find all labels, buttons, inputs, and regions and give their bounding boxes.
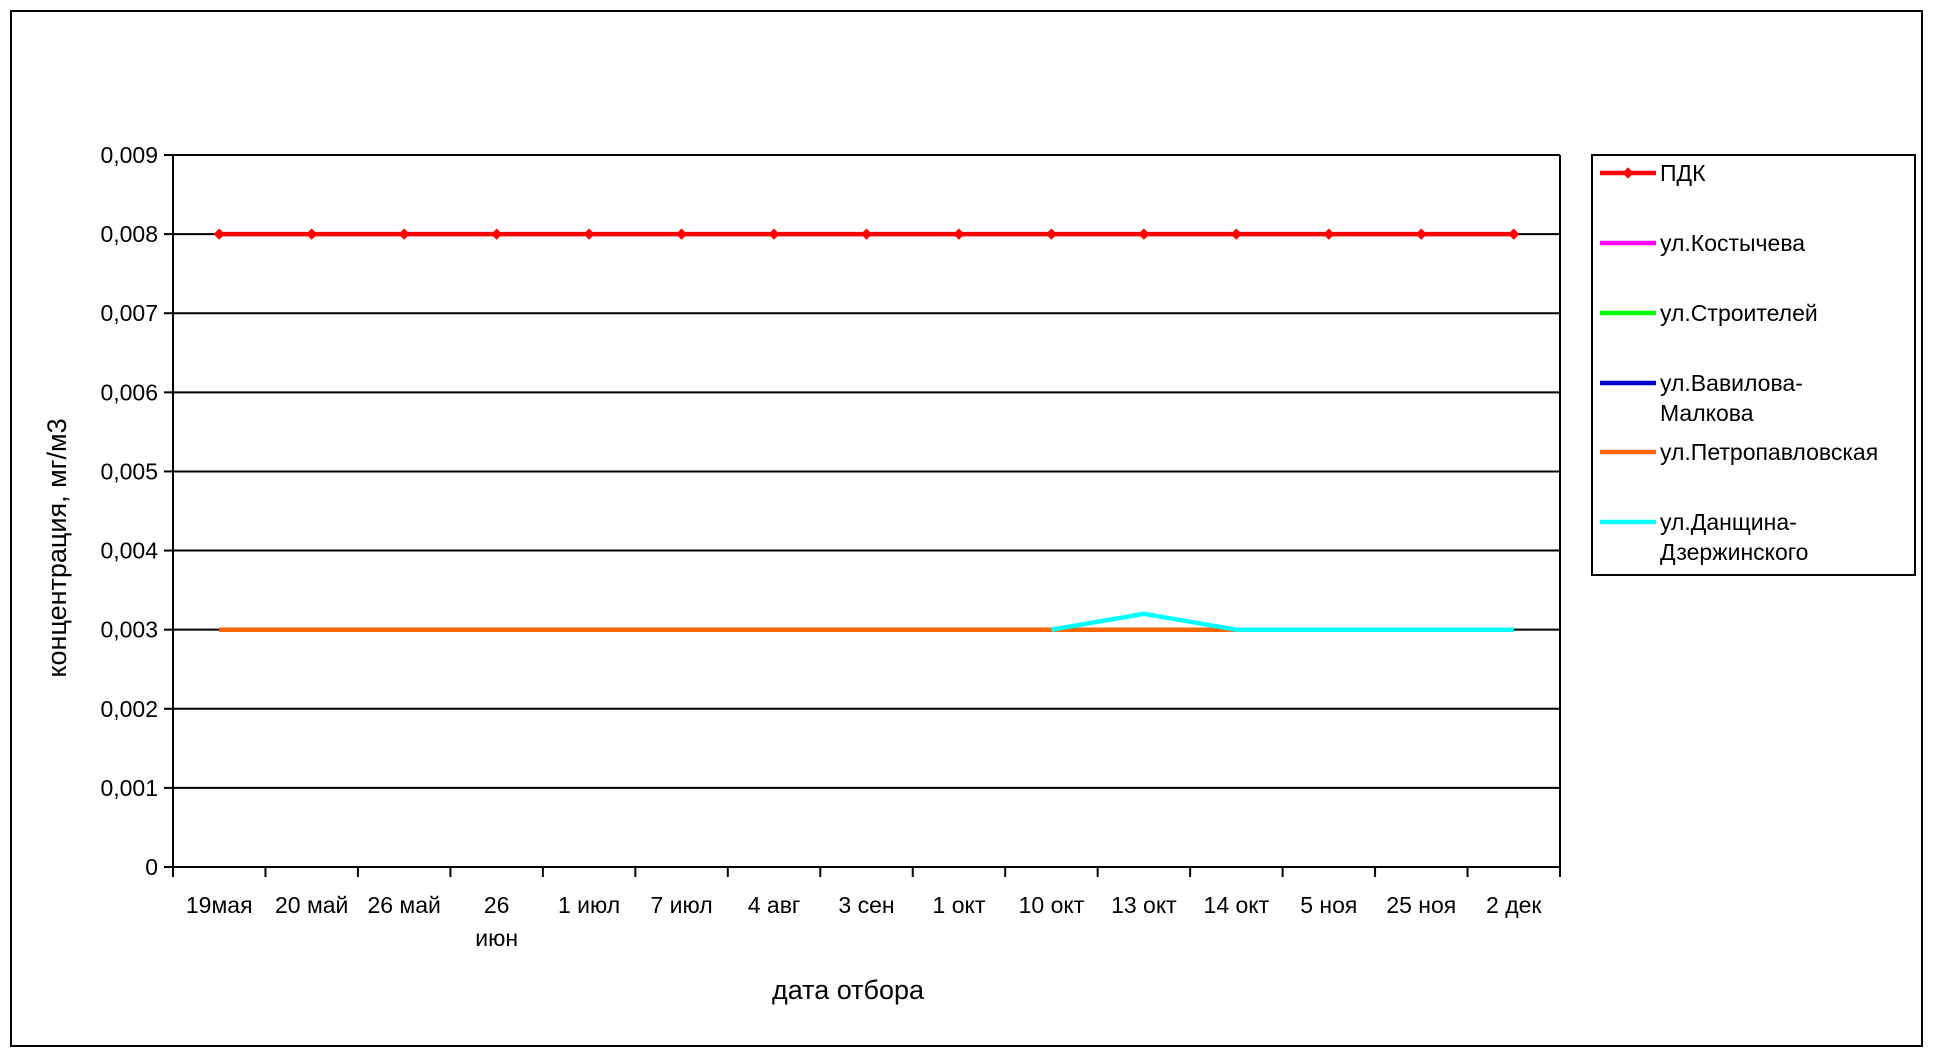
data-point (1045, 228, 1058, 240)
legend-label: ул.Костычева (1660, 230, 1805, 256)
data-point (306, 228, 318, 240)
y-tick-label: 0,006 (100, 379, 158, 405)
x-tick-label: 25 ноя (1386, 892, 1456, 918)
x-tick-label: 26 (484, 892, 510, 918)
x-axis-title: дата отбора (772, 975, 925, 1005)
data-point (583, 228, 595, 240)
y-tick-label: 0,003 (100, 617, 158, 643)
data-point (768, 228, 780, 240)
x-tick-label: 3 сен (838, 892, 894, 918)
gridlines (173, 154, 1560, 789)
data-point (1323, 228, 1335, 240)
x-tick-labels: 19мая 20 май 26 май 26 июн 1 июл 7 июл 4 авг 3 с… (186, 892, 1543, 951)
data-point (675, 228, 688, 240)
y-tick-label: 0 (145, 854, 158, 880)
data-point (1138, 228, 1150, 240)
legend: ПДК ул.Костычева ул.Строителей ул.Вавилова-… (1591, 154, 1916, 576)
x-tick-label: 5 ноя (1300, 892, 1357, 918)
legend-label: ул.Строителей (1660, 300, 1818, 326)
x-tick-label: 2 дек (1486, 892, 1542, 918)
y-tick-label: 0,004 (100, 538, 158, 564)
x-tick-label: 1 июл (558, 892, 620, 918)
y-axis-title: концентрация, мг/м3 (42, 418, 72, 677)
data-point (1415, 228, 1427, 240)
x-tick-label: 14 окт (1204, 892, 1270, 918)
y-tick-labels: 0 0,001 0,002 0,003 0,004 0,005 0,006 0,007 0,00… (100, 142, 158, 880)
y-tick-label: 0,001 (100, 775, 158, 801)
y-tick-label: 0,005 (100, 458, 158, 484)
legend-label: ПДК (1660, 160, 1706, 186)
x-tick-label: 7 июл (650, 892, 712, 918)
x-tick-label: 26 май (367, 892, 440, 918)
legend-marker (1622, 167, 1634, 179)
data-point (398, 228, 410, 240)
y-tick-label: 0,007 (100, 300, 158, 326)
legend-box (1591, 154, 1916, 576)
legend-label: ул.Петропавловская (1660, 439, 1878, 465)
legend-label: Малкова (1660, 400, 1754, 426)
series-lines (213, 228, 1520, 632)
y-tick-label: 0,008 (100, 221, 158, 247)
legend-label: ул.Вавилова- (1660, 370, 1803, 396)
x-tick-label: 19мая (186, 892, 253, 918)
x-tick-label: 20 май (275, 892, 348, 918)
x-tick-label: 13 окт (1111, 892, 1177, 918)
x-tick-label: 10 окт (1019, 892, 1085, 918)
data-point (213, 228, 225, 240)
x-tick-label: июн (475, 925, 518, 951)
legend-label: Дзержинского (1660, 539, 1808, 565)
x-tick-label: 4 авг (748, 892, 801, 918)
y-tick-label: 0,002 (100, 696, 158, 722)
data-point (1230, 228, 1243, 240)
legend-label: ул.Данщина- (1660, 509, 1797, 535)
series-line (1051, 611, 1514, 632)
data-point (860, 228, 873, 240)
data-point (490, 228, 503, 240)
axes (164, 154, 1561, 877)
x-tick-label: 1 окт (933, 892, 986, 918)
y-tick-label: 0,009 (100, 142, 158, 168)
data-point (953, 228, 965, 240)
data-point (1508, 228, 1520, 240)
